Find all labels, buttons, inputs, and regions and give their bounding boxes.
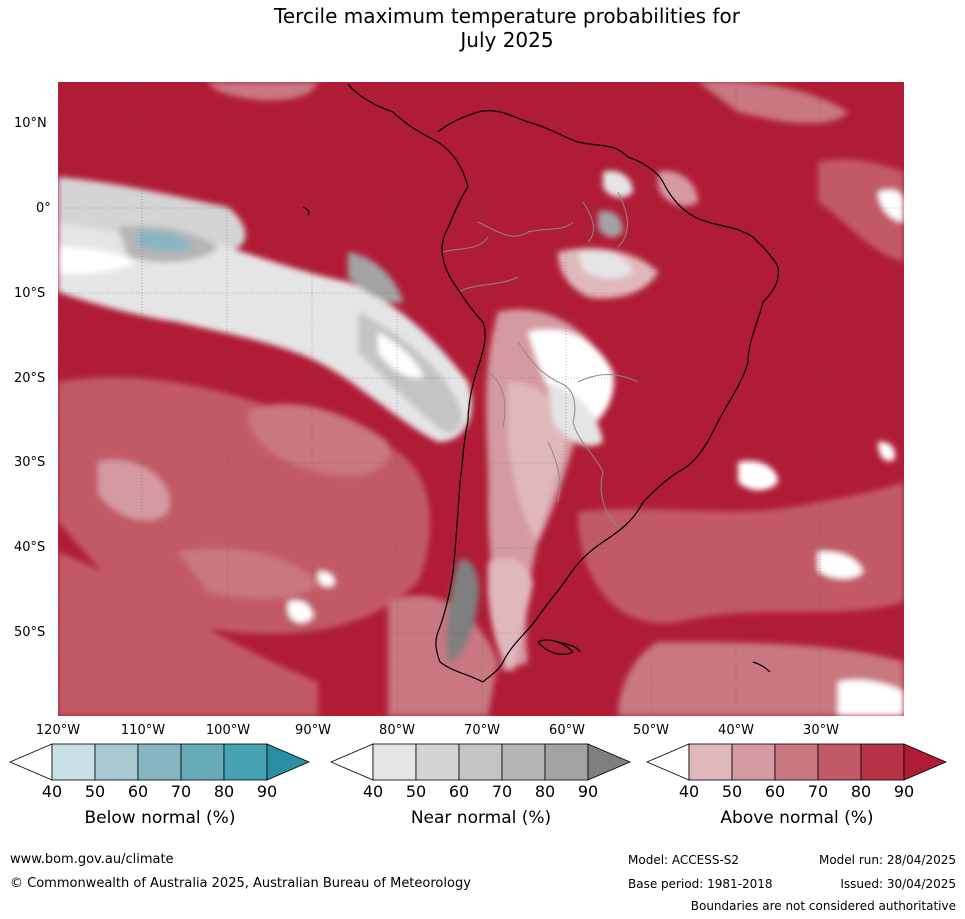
lat-label-10n: 10°N [14,116,47,131]
lon-label-30w: 30°W [803,723,839,738]
legend-below-band [94,743,139,781]
legend-above-tick: 70 [807,782,829,801]
lon-label-50w: 50°W [633,723,669,738]
legend-above-band [688,743,733,781]
legend-near-tick: 80 [534,782,556,801]
lat-label-0: 0° [36,201,51,216]
probability-shading [58,82,904,716]
legend-near-band [544,743,589,781]
legend-below-high-arrow [266,743,311,781]
legend-below-low-arrow [8,743,53,781]
legend-near-band [501,743,546,781]
footer-model-run: Model run: 28/04/2025 [818,853,956,867]
legend-above-tick: 40 [678,782,700,801]
legend-near-tick: 40 [362,782,384,801]
legend-below-tick: 60 [127,782,149,801]
legend-near-tick: 50 [405,782,427,801]
country-borders [442,191,639,528]
legend-below-tick: 40 [41,782,63,801]
legend-near-tick: 70 [491,782,513,801]
footer-base-period: Base period: 1981-2018 [628,877,773,891]
footer-copyright: © Commonwealth of Australia 2025, Austra… [10,876,471,891]
legend-above-band [817,743,862,781]
footer-website: www.bom.gov.au/climate [10,852,174,867]
lon-label-100w: 100°W [205,723,251,738]
footer-issued: Issued: 30/04/2025 [840,877,956,891]
title-line-1: Tercile maximum temperature probabilitie… [274,4,740,28]
legend-above-band [774,743,819,781]
legend-below-band [137,743,182,781]
lat-label-10s: 10°S [14,286,46,301]
lat-label-30s: 30°S [14,455,46,470]
legend-above-band [731,743,776,781]
legend-below-tick: 70 [170,782,192,801]
lat-label-50s: 50°S [14,625,46,640]
lon-label-90w: 90°W [295,723,331,738]
legend-title-near: Near normal (%) [410,808,552,828]
legend-above-high-arrow [903,743,948,781]
legend-above-tick: 80 [850,782,872,801]
map-canvas [58,82,904,716]
lon-label-70w: 70°W [464,723,500,738]
legend-below-band [51,743,96,781]
footer-disclaimer: Boundaries are not considered authoritat… [690,899,956,913]
legend-below-tick: 90 [256,782,278,801]
legend-title-below: Below normal (%) [84,808,236,828]
legend-above-low-arrow [645,743,690,781]
legend-above-tick: 90 [893,782,915,801]
legend-near-high-arrow [587,743,632,781]
legend-below-tick: 80 [213,782,235,801]
coastline [302,83,779,683]
legend-title-above: Above normal (%) [720,808,874,828]
legend-near-tick: 60 [448,782,470,801]
legend-below-band [223,743,268,781]
map-title: Tercile maximum temperature probabilitie… [0,4,965,52]
lat-label-20s: 20°S [14,371,46,386]
graticule [58,82,904,716]
legend-below-tick: 50 [84,782,106,801]
legend-near-low-arrow [329,743,374,781]
legend-near-tick: 90 [577,782,599,801]
lat-label-40s: 40°S [14,540,46,555]
legend-near-band [458,743,503,781]
lon-label-80w: 80°W [379,723,415,738]
legend-near-band [372,743,417,781]
lon-label-60w: 60°W [549,723,585,738]
legend-above-tick: 50 [721,782,743,801]
title-line-2: July 2025 [460,28,554,52]
lon-label-40w: 40°W [718,723,754,738]
legend-above-band [860,743,905,781]
legend-above-tick: 60 [764,782,786,801]
legend-below-band [180,743,225,781]
footer-model: Model: ACCESS-S2 [628,853,740,867]
legends-colorbars [8,743,948,781]
probability-map [58,82,904,716]
lon-label-120w: 120°W [35,723,81,738]
lon-label-110w: 110°W [120,723,166,738]
legend-near-band [415,743,460,781]
